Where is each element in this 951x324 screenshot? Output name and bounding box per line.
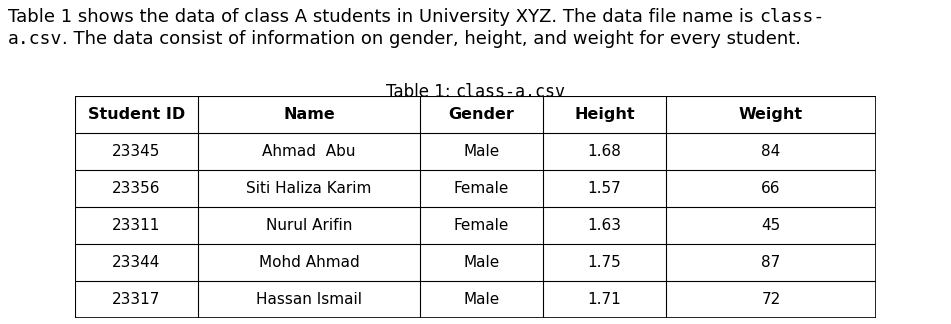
Text: Female: Female bbox=[454, 218, 509, 233]
Text: Hassan Ismail: Hassan Ismail bbox=[256, 292, 362, 307]
Text: 72: 72 bbox=[762, 292, 781, 307]
Text: 84: 84 bbox=[762, 144, 781, 159]
Text: Male: Male bbox=[463, 255, 499, 270]
Text: 23345: 23345 bbox=[112, 144, 161, 159]
Text: Name: Name bbox=[283, 107, 335, 122]
Text: 23356: 23356 bbox=[112, 181, 161, 196]
Text: a.csv: a.csv bbox=[8, 30, 63, 48]
Text: Gender: Gender bbox=[449, 107, 514, 122]
Text: Table 1:: Table 1: bbox=[385, 83, 456, 101]
Text: Female: Female bbox=[454, 181, 509, 196]
Text: Height: Height bbox=[574, 107, 635, 122]
Text: 45: 45 bbox=[762, 218, 781, 233]
Text: 1.63: 1.63 bbox=[588, 218, 622, 233]
Text: Student ID: Student ID bbox=[87, 107, 185, 122]
Text: Weight: Weight bbox=[739, 107, 803, 122]
Text: Mohd Ahmad: Mohd Ahmad bbox=[259, 255, 359, 270]
Text: Siti Haliza Karim: Siti Haliza Karim bbox=[246, 181, 372, 196]
Text: 23317: 23317 bbox=[112, 292, 161, 307]
Text: 1.71: 1.71 bbox=[588, 292, 621, 307]
Text: Table 1 shows the data of class A students in University XYZ. The data file name: Table 1 shows the data of class A studen… bbox=[8, 8, 759, 26]
Text: 23344: 23344 bbox=[112, 255, 161, 270]
Text: 1.75: 1.75 bbox=[588, 255, 621, 270]
Text: class-: class- bbox=[759, 8, 825, 26]
Text: . The data consist of information on gender, height, and weight for every studen: . The data consist of information on gen… bbox=[63, 30, 802, 48]
Text: Male: Male bbox=[463, 292, 499, 307]
Text: 87: 87 bbox=[762, 255, 781, 270]
Text: 23311: 23311 bbox=[112, 218, 161, 233]
Text: 66: 66 bbox=[761, 181, 781, 196]
Text: 1.57: 1.57 bbox=[588, 181, 621, 196]
Text: Male: Male bbox=[463, 144, 499, 159]
Text: 1.68: 1.68 bbox=[588, 144, 621, 159]
Text: Nurul Arifin: Nurul Arifin bbox=[266, 218, 352, 233]
Text: Ahmad  Abu: Ahmad Abu bbox=[262, 144, 356, 159]
Text: class-a.csv: class-a.csv bbox=[456, 83, 566, 101]
